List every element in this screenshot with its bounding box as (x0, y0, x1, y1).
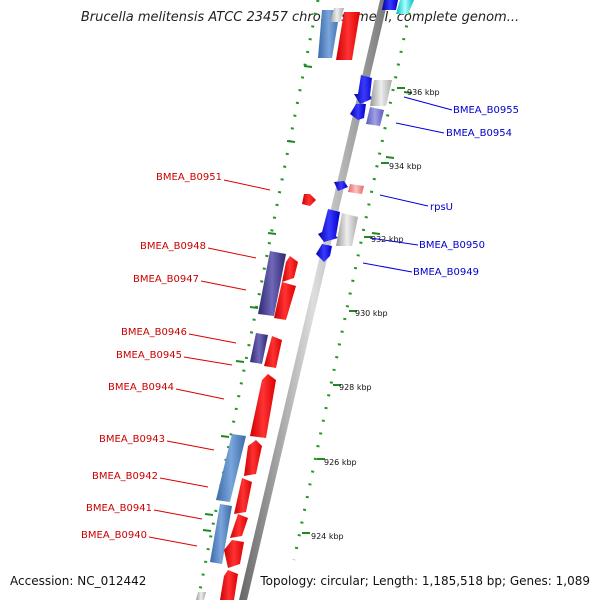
gene-BMEA_B0949 (316, 244, 332, 262)
inner-dotted-track (196, 0, 320, 600)
gene-label-BMEA_B0955[interactable]: BMEA_B0955 (453, 105, 519, 116)
gene-BMEA_B0943-orf (216, 434, 246, 502)
gene-label-BMEA_B0950[interactable]: BMEA_B0950 (419, 240, 485, 251)
scale-tick-924: 924 kbp (302, 532, 344, 541)
gene-BMEA_B0946-orf (250, 333, 268, 364)
gene-BMEA_B0944 (250, 374, 276, 438)
gene-label-BMEA_B0946[interactable]: BMEA_B0946 (121, 327, 187, 338)
scale-tick-930: 930 kbp (349, 309, 388, 318)
gene-bottom-gray (196, 592, 206, 600)
gene-BMEA_B0943 (244, 440, 262, 476)
gene-label-BMEA_B0947[interactable]: BMEA_B0947 (133, 274, 199, 285)
gene-label-BMEA_B0945[interactable]: BMEA_B0945 (116, 350, 182, 361)
gene-BMEA_B0942-orf (210, 504, 232, 564)
genome-summary-text: Topology: circular; Length: 1,185,518 bp… (260, 574, 590, 588)
gene-BMEA_B0948 (282, 256, 298, 282)
gene-BMEA_B0941 (230, 514, 248, 538)
scale-tick-936: 936 kbp (397, 87, 440, 97)
gene-rpsU-rna (348, 184, 364, 194)
gene-label-BMEA_B0951[interactable]: BMEA_B0951 (156, 172, 222, 183)
gene-BMEA_B0950 (318, 209, 340, 242)
outer-dotted-track (292, 0, 414, 561)
gene-BMEA_B0950-rna (336, 213, 358, 246)
gene-BMEA_B0947 (274, 282, 296, 320)
svg-text:932 kbp: 932 kbp (371, 235, 404, 244)
gene-label-BMEA_B0942[interactable]: BMEA_B0942 (92, 471, 158, 482)
leader-lines-minus (148, 179, 271, 547)
accession-text: Accession: NC_012442 (10, 574, 147, 588)
gene-label-BMEA_B0941[interactable]: BMEA_B0941 (86, 503, 152, 514)
svg-text:930 kbp: 930 kbp (355, 309, 388, 318)
gene-top-plus (382, 0, 398, 10)
gene-label-BMEA_B0948[interactable]: BMEA_B0948 (140, 241, 206, 252)
gene-BMEA_B0942 (234, 478, 252, 514)
gene-BMEA_B0951 (302, 194, 316, 206)
svg-text:936 kbp: 936 kbp (407, 88, 440, 97)
gene-label-rpsU[interactable]: rpsU (430, 202, 453, 213)
gene-label-BMEA_B0940[interactable]: BMEA_B0940 (81, 530, 147, 541)
gene-label-BMEA_B0943[interactable]: BMEA_B0943 (99, 434, 165, 445)
gene-bottom-red (220, 570, 238, 600)
gene-top-red (336, 12, 360, 60)
scale-tick-932: 932 kbp (364, 235, 404, 244)
gene-BMEA_B0954 (350, 104, 366, 120)
gene-BMEA_B0940 (224, 540, 244, 568)
gene-rpsU (334, 181, 348, 191)
gc-dashes (202, 65, 313, 532)
gene-label-BMEA_B0954[interactable]: BMEA_B0954 (446, 128, 512, 139)
gene-BMEA_B0955 (354, 75, 374, 104)
gene-BMEA_B0954-orf (366, 107, 384, 126)
svg-text:926 kbp: 926 kbp (324, 458, 357, 467)
svg-text:928 kbp: 928 kbp (339, 383, 372, 392)
gene-top-gray (330, 8, 344, 22)
gc-dashes-outer (371, 91, 413, 235)
backbone (239, 0, 388, 600)
leader-lines-plus (362, 96, 453, 273)
gene-BMEA_B0948-orf (258, 251, 286, 316)
scale-tick-928: 928 kbp (333, 383, 372, 392)
gene-top-cyan (396, 0, 414, 14)
gene-label-BMEA_B0944[interactable]: BMEA_B0944 (108, 382, 174, 393)
svg-text:924 kbp: 924 kbp (311, 532, 344, 541)
gene-BMEA_B0955-rna (370, 80, 392, 106)
scale-tick-934: 934 kbp (381, 162, 422, 171)
svg-text:934 kbp: 934 kbp (389, 162, 422, 171)
gene-BMEA_B0945 (264, 336, 282, 368)
gene-label-BMEA_B0949[interactable]: BMEA_B0949 (413, 267, 479, 278)
scale-tick-926: 926 kbp (317, 458, 357, 467)
